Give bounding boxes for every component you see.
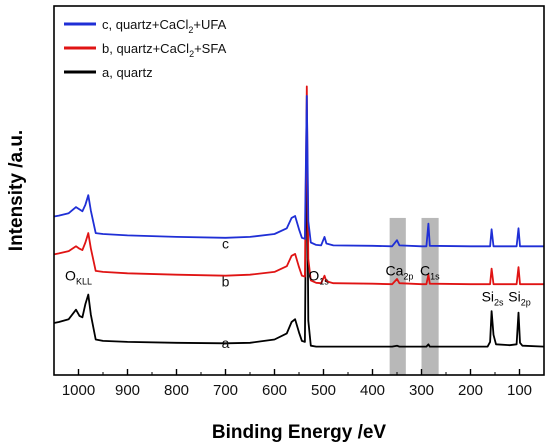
series-line-b — [53, 85, 544, 286]
y-axis-title: Intensity /a.u. — [6, 130, 27, 251]
highlight-bands — [389, 217, 439, 375]
series-line-a — [53, 109, 545, 348]
plot-frame — [53, 5, 545, 376]
peak-label: Si2p — [508, 289, 530, 308]
curve-label-c: c — [222, 235, 229, 251]
x-tick-label: 300 — [409, 382, 434, 399]
curve-label-a: a — [222, 335, 230, 351]
peak-label: Si2s — [482, 289, 504, 308]
peak-labels: OKLL O1s Ca2p C1s Si2s Si2p — [65, 263, 531, 308]
x-tick-label: 600 — [262, 382, 287, 399]
x-tick-label: 700 — [213, 382, 238, 399]
x-axis-title: Binding Energy /eV — [212, 422, 387, 443]
curve-label-b: b — [222, 273, 230, 289]
peak-label: Ca2p — [385, 263, 413, 282]
peak-label: OKLL — [65, 267, 92, 286]
x-tick-label: 400 — [360, 382, 385, 399]
x-tick-label: 200 — [458, 382, 483, 399]
curve-labels: c b a — [222, 235, 230, 350]
x-tick-label: 100 — [507, 382, 532, 399]
x-tick-label: 800 — [164, 382, 189, 399]
x-tick-label: 1000 — [62, 382, 95, 399]
legend-label: c, quartz+CaCl2+UFA — [102, 17, 227, 35]
legend-label: b, quartz+CaCl2+SFA — [102, 41, 227, 59]
legend: c, quartz+CaCl2+UFA b, quartz+CaCl2+SFA a,… — [64, 17, 227, 80]
series-group — [53, 85, 545, 348]
x-ticks: 1000 900 800 700 600 500 400 300 200 100 — [53, 369, 545, 399]
legend-label: a, quartz — [102, 65, 153, 80]
peak-label: O1s — [308, 267, 329, 286]
x-tick-label: 500 — [311, 382, 336, 399]
peak-label: C1s — [420, 263, 440, 282]
x-tick-label: 900 — [115, 382, 140, 399]
series-line-c — [53, 95, 544, 248]
highlight-band — [421, 217, 439, 375]
highlight-band — [389, 217, 406, 375]
